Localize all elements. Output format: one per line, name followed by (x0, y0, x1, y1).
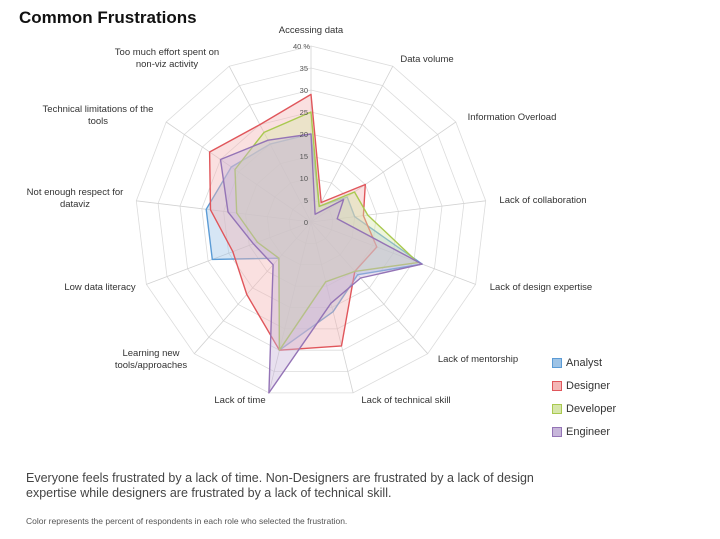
grid-spoke (136, 200, 312, 223)
category-label-lack-of-design-expertise: Lack of design expertise (490, 282, 592, 293)
grid-spoke (310, 66, 394, 223)
legend-label: Analyst (566, 356, 603, 369)
grid-ring (288, 199, 334, 244)
category-label-learning-new-tools-approaches: Learning new tools/approaches (115, 348, 188, 371)
category-label-technical-limitations-of-the-tools: Technical limitations of the tools (43, 104, 154, 127)
series-area-designer (208, 93, 378, 351)
chart-legend: Analyst Designer Developer Engineer (552, 351, 616, 443)
grid-spoke (310, 221, 476, 285)
category-label-lack-of-collaboration: Lack of collaboration (499, 195, 586, 206)
legend-swatch (552, 380, 562, 391)
grid-spoke (146, 221, 312, 285)
grid-spoke (268, 221, 312, 393)
grid-ring (223, 133, 399, 308)
radar-tick-labels: 0 5 10 15 20 25 30 35 40 % (293, 42, 310, 227)
legend-swatch (552, 426, 562, 437)
grid-ring (157, 67, 465, 372)
legend-item-developer: Developer (552, 397, 616, 420)
tick-label: 35 (300, 64, 308, 73)
tick-label: 30 (300, 86, 308, 95)
tick-label: 20 (300, 130, 308, 139)
chart-caption: Everyone feels frustrated by a lack of t… (26, 471, 534, 500)
series-area-analyst (205, 133, 423, 351)
category-label-too-much-effort-spent-on-non-viz-activity: Too much effort spent on non-viz activity (115, 47, 219, 70)
category-label-accessing-data: Accessing data (279, 25, 344, 36)
legend-swatch (552, 357, 562, 368)
category-label-not-enough-respect-for-dataviz: Not enough respect for dataviz (27, 187, 124, 210)
grid-ring (245, 155, 377, 287)
grid-spoke (310, 200, 486, 223)
category-label-lack-of-time: Lack of time (214, 395, 265, 406)
grid-ring (179, 89, 443, 351)
radar-category-labels: Accessing data Data volume Information Ove… (27, 25, 593, 406)
grid-spoke (165, 121, 312, 223)
category-label-lack-of-mentorship: Lack of mentorship (438, 354, 518, 365)
legend-label: Designer (566, 379, 611, 392)
grid-spoke (310, 221, 428, 354)
grid-ring (135, 45, 487, 394)
tick-label: 40 % (293, 42, 310, 51)
tick-label: 5 (304, 196, 308, 205)
tick-label: 0 (304, 218, 308, 227)
legend-item-designer: Designer (552, 374, 616, 397)
legend-label: Developer (566, 402, 617, 415)
series-area-engineer (219, 133, 423, 394)
grid-spoke (310, 121, 457, 223)
radar-chart: 0 5 10 15 20 25 30 35 40 % Accessing data Data vo… (27, 25, 593, 406)
tick-label: 15 (300, 152, 308, 161)
radar-series (205, 93, 423, 394)
chart-footnote: Color represents the percent of responde… (26, 516, 348, 526)
category-label-lack-of-technical-skill: Lack of technical skill (361, 395, 450, 406)
grid-spoke (194, 221, 312, 354)
series-area-developer (234, 111, 419, 351)
grid-ring (201, 111, 421, 330)
grid-spoke (310, 221, 354, 393)
category-label-information-overload: Information Overload (468, 112, 557, 123)
category-label-data-volume: Data volume (400, 54, 453, 65)
legend-item-engineer: Engineer (552, 420, 616, 443)
tick-label: 25 (300, 108, 308, 117)
legend-item-analyst: Analyst (552, 351, 616, 374)
chart-title: Common Frustrations (19, 8, 197, 27)
legend-swatch (552, 403, 562, 414)
tick-label: 10 (300, 174, 308, 183)
legend-label: Engineer (566, 425, 611, 438)
category-label-low-data-literacy: Low data literacy (64, 282, 136, 293)
